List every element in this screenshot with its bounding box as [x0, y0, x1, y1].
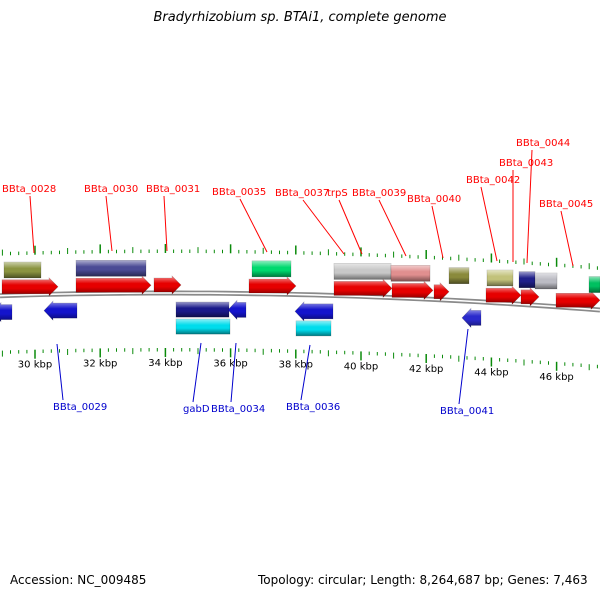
gene-label-BBta_0040: BBta_0040 — [407, 194, 461, 205]
gene-leader-line — [230, 342, 237, 403]
gene-shading — [176, 319, 230, 335]
backbone-gap — [0, 292, 600, 311]
ruler-label: 32 kbp — [83, 358, 117, 369]
gene-label-trpS: trpS — [327, 188, 348, 199]
gene-leader-line — [163, 195, 168, 252]
ruler-label: 40 kbp — [344, 361, 378, 372]
gene-shading — [252, 260, 291, 277]
gene-shading — [556, 291, 600, 310]
gene-label-BBta_0042: BBta_0042 — [466, 175, 520, 186]
gene-label-gabD: gabD — [183, 404, 210, 415]
genome-stats-text: Topology: circular; Length: 8,264,687 bp… — [258, 573, 588, 587]
ruler-label: 44 kbp — [474, 368, 508, 379]
gene-shading — [154, 276, 181, 294]
ruler-label: 38 kbp — [279, 360, 313, 371]
gene-shading — [176, 302, 229, 318]
gene-shading — [589, 276, 600, 293]
gene-shading — [434, 282, 449, 301]
gene-shading — [295, 301, 333, 321]
gene-shading — [519, 271, 535, 288]
gene-leader-line — [29, 195, 35, 254]
gene-shading — [487, 270, 513, 286]
gene-label-BBta_0029: BBta_0029 — [53, 402, 107, 413]
gene-leader-line — [56, 343, 64, 401]
gene-label-BBta_0031: BBta_0031 — [146, 184, 200, 195]
gene-shading — [535, 273, 557, 289]
ruler-label: 30 kbp — [18, 360, 52, 371]
gene-shading — [44, 301, 77, 321]
ruler-label: 46 kbp — [539, 372, 573, 383]
gene-label-BBta_0037: BBta_0037 — [275, 188, 329, 199]
gene-label-BBta_0041: BBta_0041 — [440, 406, 494, 417]
gene-leader-line — [458, 328, 469, 405]
gene-label-BBta_0044: BBta_0044 — [516, 138, 570, 149]
gene-shading — [0, 302, 12, 322]
gene-shading — [391, 265, 430, 282]
gene-label-BBta_0035: BBta_0035 — [212, 187, 266, 198]
gene-shading — [462, 308, 481, 328]
gene-leader-line — [300, 344, 311, 401]
gene-label-BBta_0043: BBta_0043 — [499, 158, 553, 169]
gene-label-BBta_0028: BBta_0028 — [2, 184, 56, 195]
gene-leader-line — [431, 205, 444, 259]
gene-shading — [76, 260, 146, 277]
gene-leader-line — [526, 149, 533, 264]
gene-leader-line — [378, 199, 407, 257]
ruler-label: 36 kbp — [213, 358, 247, 369]
gene-leader-line — [105, 195, 113, 252]
gene-label-BBta_0034: BBta_0034 — [211, 404, 265, 415]
gene-shading — [296, 320, 331, 336]
gene-shading — [486, 286, 521, 305]
gene-leader-line — [302, 199, 345, 255]
gene-label-BBta_0045: BBta_0045 — [539, 199, 593, 210]
ruler-label: 42 kbp — [409, 364, 443, 375]
gene-leader-line — [239, 198, 268, 253]
gene-shading — [249, 277, 296, 295]
gene-leader-line — [480, 186, 498, 262]
gene-shading — [392, 281, 433, 300]
gene-shading — [449, 267, 469, 284]
gene-shading — [4, 262, 41, 278]
gene-leader-line — [192, 342, 202, 403]
gene-label-BBta_0039: BBta_0039 — [352, 188, 406, 199]
gene-label-BBta_0030: BBta_0030 — [84, 184, 138, 195]
gene-shading — [334, 263, 391, 280]
gene-shading — [2, 277, 58, 296]
gene-shading — [334, 279, 392, 298]
gene-shading — [76, 276, 151, 295]
gene-leader-line — [560, 210, 574, 267]
ruler-label: 34 kbp — [148, 358, 182, 369]
gene-shading — [228, 300, 246, 320]
gene-label-BBta_0036: BBta_0036 — [286, 402, 340, 413]
figure-title: Bradyrhizobium sp. BTAi1, complete genom… — [153, 10, 447, 25]
gene-shading — [521, 287, 539, 306]
gene-leader-line — [338, 199, 363, 255]
accession-text: Accession: NC_009485 — [10, 573, 147, 587]
